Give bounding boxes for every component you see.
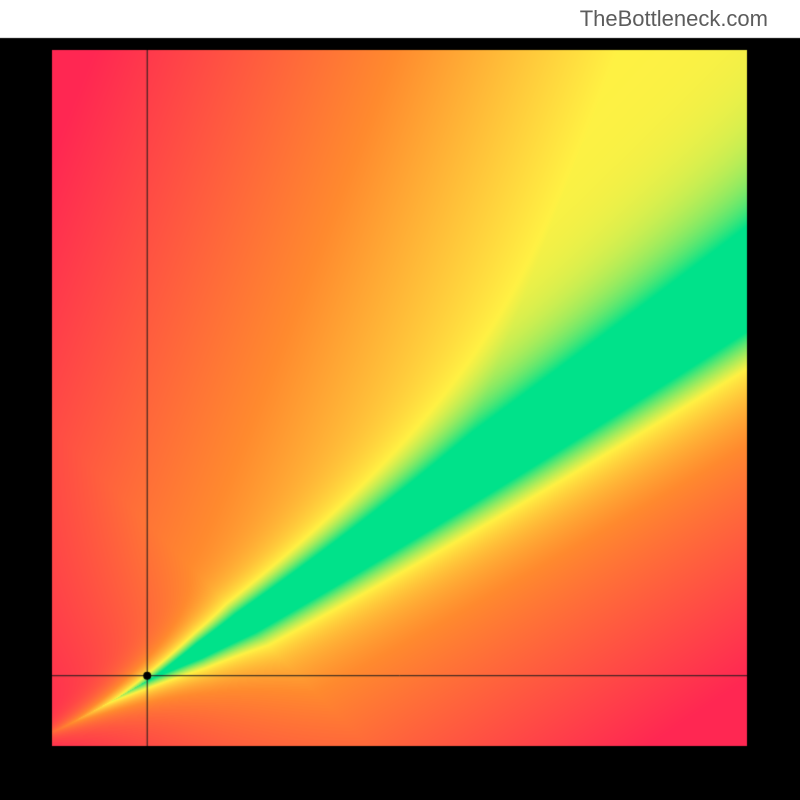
bottleneck-heatmap <box>0 0 800 800</box>
chart-container: TheBottleneck.com <box>0 0 800 800</box>
watermark-text: TheBottleneck.com <box>580 6 768 32</box>
